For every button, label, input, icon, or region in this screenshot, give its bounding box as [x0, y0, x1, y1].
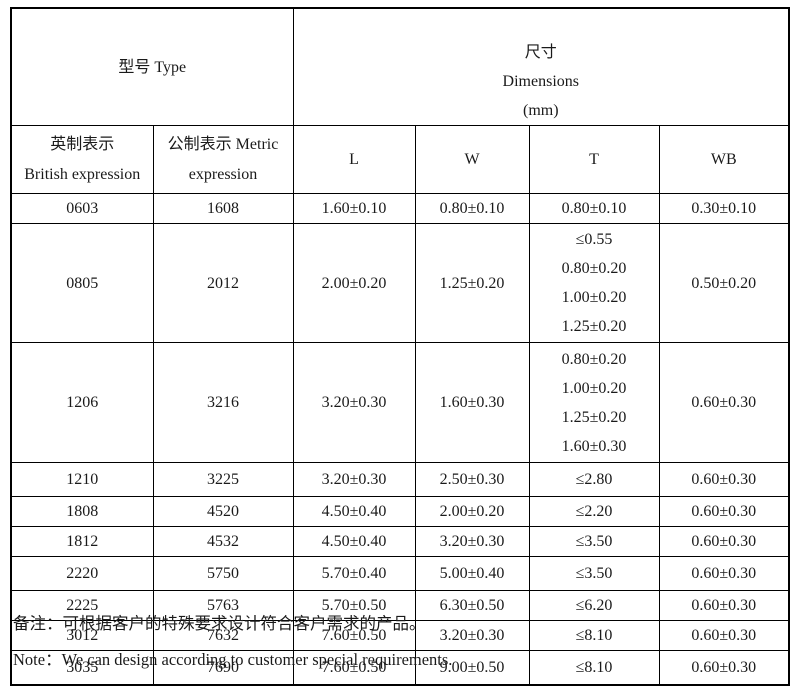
table-row-2225: 2225 5763 5.70±0.50 6.30±0.50 ≤6.20 0.60… [10, 590, 790, 621]
table-row-3012: 3012 7632 7.60±0.50 3.20±0.30 ≤8.10 0.60… [10, 620, 790, 651]
cell-l: 1.60±0.10 [292, 193, 416, 224]
cell-w: 2.50±0.30 [414, 462, 530, 497]
column-header-l: L [292, 125, 416, 194]
cell-w: 0.80±0.10 [414, 193, 530, 224]
cell-metric: 1608 [152, 193, 294, 224]
column-header-w: W [414, 125, 530, 194]
cell-wb: 0.60±0.30 [658, 556, 790, 591]
cell-british: 2225 [10, 590, 154, 621]
column-header-british: 英制表示 British expression [10, 125, 154, 194]
cell-metric: 5763 [152, 590, 294, 621]
cell-w: 2.00±0.20 [414, 496, 530, 527]
cell-british: 1206 [10, 342, 154, 463]
table-row-1808: 1808 4520 4.50±0.40 2.00±0.20 ≤2.20 0.60… [10, 496, 790, 527]
type-header-cell: 型号 Type [10, 7, 294, 126]
dimensions-table: 型号 Type 尺寸 Dimensions (mm) 英制表示 British … [10, 7, 791, 686]
cell-british: 2220 [10, 556, 154, 591]
note-cn: 备注：可根据客户的特殊要求设计符合客户需求的产品。 [13, 614, 426, 633]
dimensions-label-cn: 尺寸 [524, 44, 557, 61]
cell-l: 3.20±0.30 [292, 342, 416, 463]
cell-british: 1210 [10, 462, 154, 497]
dimensions-header-cell: 尺寸 Dimensions (mm) [292, 7, 790, 126]
cell-l: 2.00±0.20 [292, 223, 416, 343]
cell-w: 3.20±0.30 [414, 526, 530, 557]
cell-wb: 0.60±0.30 [658, 590, 790, 621]
table-row-1812: 1812 4532 4.50±0.40 3.20±0.30 ≤3.50 0.60… [10, 526, 790, 557]
table-row-1210: 1210 3225 3.20±0.30 2.50±0.30 ≤2.80 0.60… [10, 462, 790, 497]
cell-w: 5.00±0.40 [414, 556, 530, 591]
cell-w: 1.60±0.30 [414, 342, 530, 463]
cell-t: ≤6.20 [528, 590, 660, 621]
cell-w: 1.25±0.20 [414, 223, 530, 343]
cell-wb: 0.60±0.30 [658, 342, 790, 463]
cell-british: 3012 [10, 620, 154, 651]
cell-british: 0603 [10, 193, 154, 224]
cell-t: ≤3.50 [528, 556, 660, 591]
cell-metric: 7632 [152, 620, 294, 651]
table-row-0603: 0603 1608 1.60±0.10 0.80±0.10 0.80±0.10 … [10, 193, 790, 224]
cell-t: ≤8.10 [528, 620, 660, 651]
cell-w: 3.20±0.30 [414, 620, 530, 651]
cell-t: ≤3.50 [528, 526, 660, 557]
column-header-t: T [528, 125, 660, 194]
table-row-1206: 1206 3216 3.20±0.30 1.60±0.30 0.80±0.20 … [10, 342, 790, 463]
cell-l: 4.50±0.40 [292, 496, 416, 527]
table-row-2220: 2220 5750 5.70±0.40 5.00±0.40 ≤3.50 0.60… [10, 556, 790, 591]
cell-w: 6.30±0.50 [414, 590, 530, 621]
cell-l: 5.70±0.40 [292, 556, 416, 591]
column-header-metric: 公制表示 Metric expression [152, 125, 294, 194]
cell-wb: 0.30±0.10 [658, 193, 790, 224]
dimensions-label-en: Dimensions [502, 73, 579, 90]
cell-metric: 4520 [152, 496, 294, 527]
cell-t: ≤2.20 [528, 496, 660, 527]
cell-t: ≤2.80 [528, 462, 660, 497]
note-en: Note：We can design according to customer… [13, 650, 453, 669]
cell-metric: 5750 [152, 556, 294, 591]
cell-t: ≤0.55 0.80±0.20 1.00±0.20 1.25±0.20 [528, 223, 660, 343]
table-header-row-1: 型号 Type 尺寸 Dimensions (mm) [10, 7, 790, 126]
dimensions-unit-label: (mm) [523, 102, 559, 119]
cell-wb: 0.50±0.20 [658, 223, 790, 343]
cell-british: 0805 [10, 223, 154, 343]
cell-t: 0.80±0.10 [528, 193, 660, 224]
column-header-wb: WB [658, 125, 790, 194]
footnotes: 备注：可根据客户的特殊要求设计符合客户需求的产品。 Note：We can de… [13, 613, 452, 671]
cell-metric: 2012 [152, 223, 294, 343]
cell-wb: 0.60±0.30 [658, 620, 790, 651]
cell-wb: 0.60±0.30 [658, 496, 790, 527]
cell-t: 0.80±0.20 1.00±0.20 1.25±0.20 1.60±0.30 [528, 342, 660, 463]
cell-l: 3.20±0.30 [292, 462, 416, 497]
cell-metric: 3225 [152, 462, 294, 497]
cell-wb: 0.60±0.30 [658, 526, 790, 557]
cell-metric: 4532 [152, 526, 294, 557]
cell-l: 4.50±0.40 [292, 526, 416, 557]
cell-british: 1808 [10, 496, 154, 527]
cell-british: 1812 [10, 526, 154, 557]
cell-l: 7.60±0.50 [292, 620, 416, 651]
cell-wb: 0.60±0.30 [658, 650, 790, 685]
table-header-row-2: 英制表示 British expression 公制表示 Metric expr… [10, 125, 790, 194]
cell-t: ≤8.10 [528, 650, 660, 685]
cell-wb: 0.60±0.30 [658, 462, 790, 497]
table-row-0805: 0805 2012 2.00±0.20 1.25±0.20 ≤0.55 0.80… [10, 223, 790, 343]
cell-metric: 3216 [152, 342, 294, 463]
